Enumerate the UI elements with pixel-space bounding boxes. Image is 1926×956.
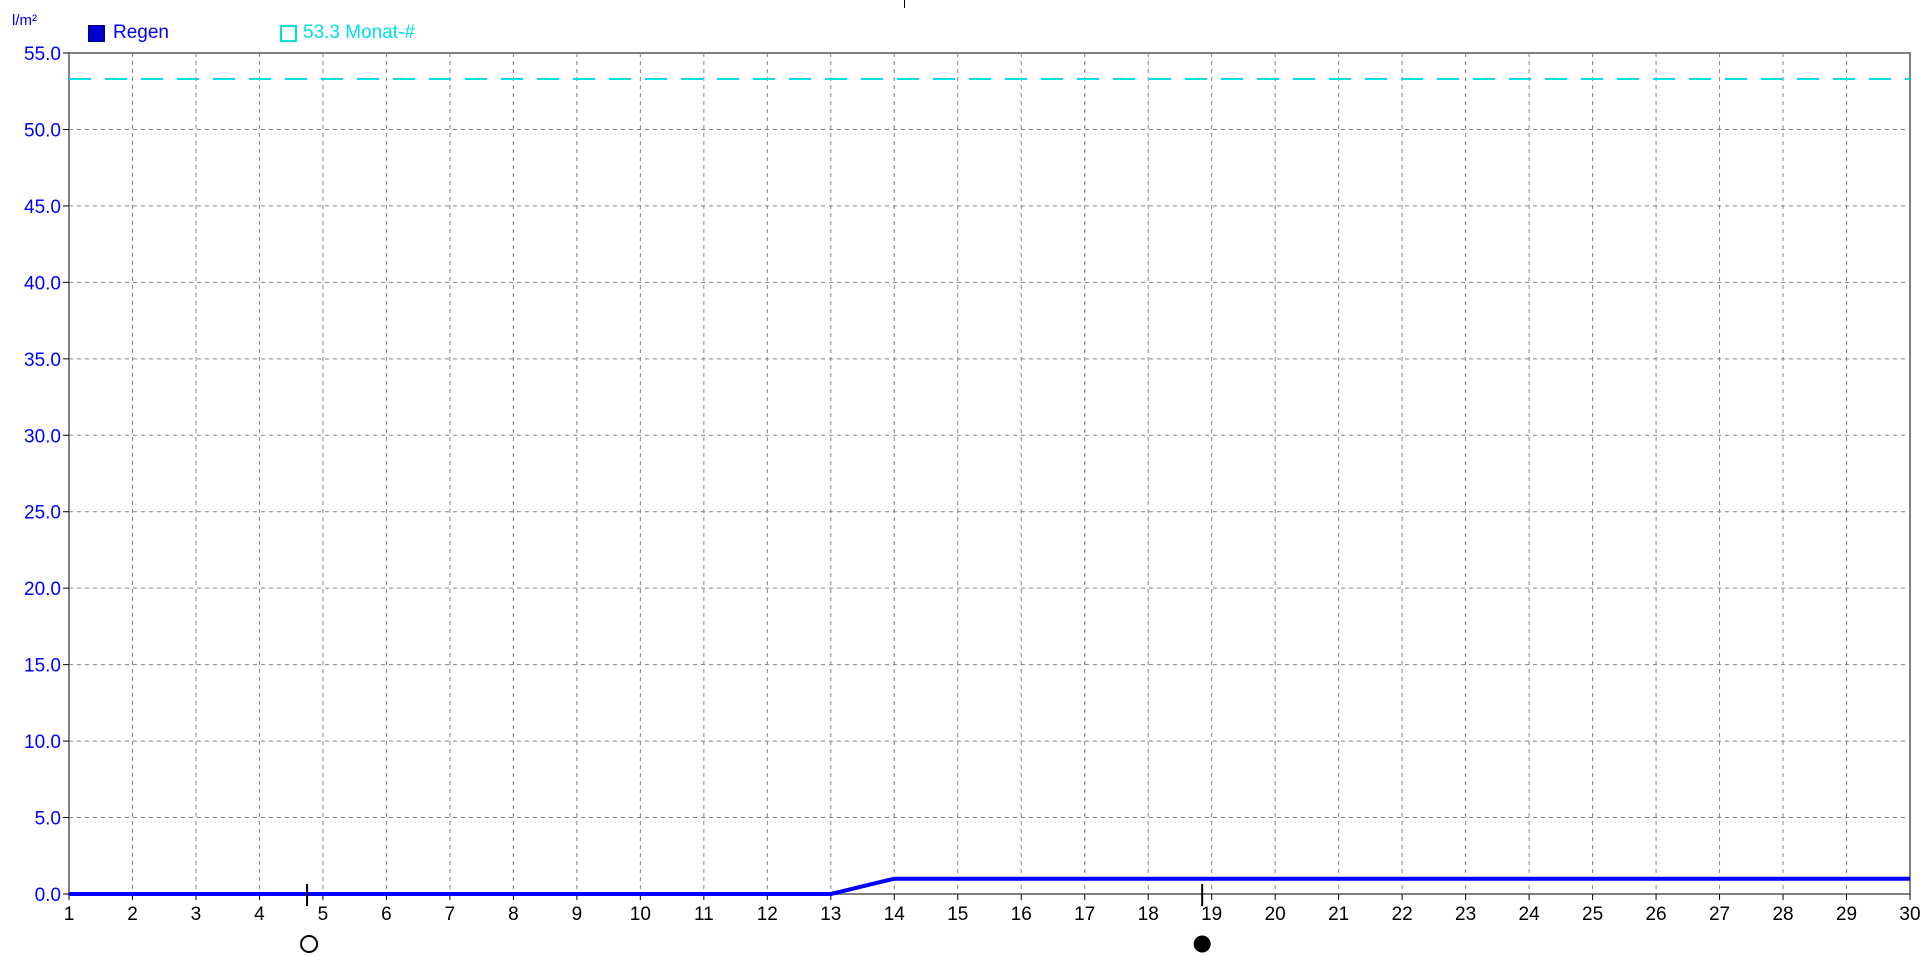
x-tick-label: 7 — [445, 904, 456, 925]
y-tick-label: 5.0 — [35, 809, 61, 830]
x-tick-label: 23 — [1455, 904, 1476, 925]
x-tick-label: 8 — [508, 904, 519, 925]
x-tick-label: 16 — [1011, 904, 1032, 925]
x-tick-label: 11 — [694, 904, 714, 925]
x-tick-label: 10 — [630, 904, 651, 925]
x-tick-label: 25 — [1582, 904, 1603, 925]
legend-item-regen[interactable]: Regen — [88, 20, 169, 46]
y-tick-label: 35.0 — [24, 350, 61, 371]
y-tick-label: 50.0 — [24, 120, 61, 141]
x-tick-label: 19 — [1201, 904, 1222, 925]
x-tick-label: 20 — [1265, 904, 1286, 925]
x-tick-label: 5 — [318, 904, 329, 925]
legend-regen-label: Regen — [113, 22, 169, 43]
y-tick-label: 0.0 — [35, 885, 61, 906]
legend-item-monat[interactable]: 53.3 Monat-# — [280, 20, 415, 46]
legend-monat-label: 53.3 Monat-# — [303, 22, 415, 43]
y-tick-label: 45.0 — [24, 197, 61, 218]
x-tick-label: 27 — [1709, 904, 1730, 925]
x-tick-label: 1 — [64, 904, 75, 925]
x-tick-label: 28 — [1772, 904, 1793, 925]
x-tick-label: 14 — [884, 904, 906, 925]
x-tick-label: 4 — [254, 904, 265, 925]
x-tick-label: 18 — [1138, 904, 1159, 925]
x-tick-label: 24 — [1519, 904, 1541, 925]
x-tick-label: 12 — [757, 904, 778, 925]
moon-filled-circle-icon — [1193, 935, 1211, 953]
x-tick-label: 9 — [572, 904, 583, 925]
y-unit-label: l/m² — [12, 12, 37, 29]
x-tick-label: 3 — [191, 904, 202, 925]
y-tick-label: 40.0 — [24, 273, 61, 294]
regen-swatch-icon — [88, 24, 105, 42]
x-tick-label: 13 — [820, 904, 841, 925]
y-tick-label: 55.0 — [24, 44, 61, 65]
top-tick-mark — [904, 0, 905, 8]
x-tick-label: 2 — [127, 904, 138, 925]
moon-empty-circle-icon — [300, 935, 319, 953]
y-tick-label: 10.0 — [24, 732, 61, 753]
y-tick-label: 30.0 — [24, 426, 61, 447]
y-tick-label: 15.0 — [24, 656, 61, 677]
x-tick-label: 6 — [381, 904, 392, 925]
monat-swatch-icon — [280, 24, 297, 42]
x-tick-label: 22 — [1392, 904, 1413, 925]
x-tick-label: 26 — [1645, 904, 1666, 925]
y-tick-label: 20.0 — [24, 579, 61, 600]
x-tick-label: 30 — [1899, 904, 1920, 925]
x-tick-label: 15 — [947, 904, 968, 925]
x-tick-label: 21 — [1328, 904, 1349, 925]
y-tick-label: 25.0 — [24, 503, 61, 524]
x-tick-label: 17 — [1074, 904, 1095, 925]
x-tick-label: 29 — [1836, 904, 1857, 925]
plot-frame — [68, 52, 1911, 895]
